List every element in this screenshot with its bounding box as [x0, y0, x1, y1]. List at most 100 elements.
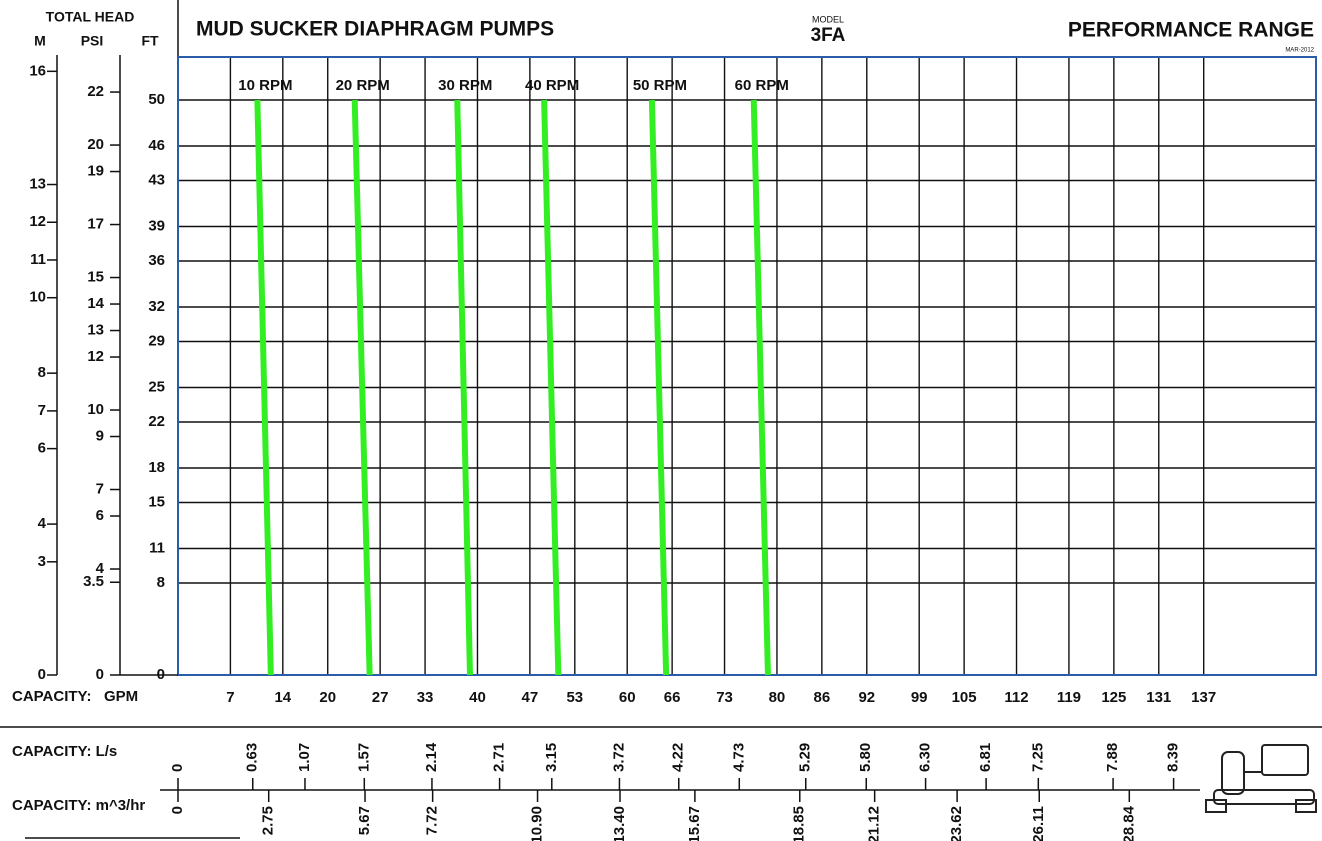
y-tick-label: 43 [148, 171, 165, 188]
y-tick-label: 17 [87, 216, 104, 233]
x-tick-label: 6.30 [917, 743, 934, 772]
x-tick-label: 5.80 [857, 743, 874, 772]
m3-axis-title: CAPACITY: m^3/hr [12, 797, 145, 814]
x-tick-label: 99 [911, 689, 928, 706]
x-tick-label: 7.72 [424, 806, 441, 835]
x-tick-label: 3.15 [543, 743, 560, 772]
x-tick-label: 14 [274, 689, 291, 706]
y-tick-label: 11 [30, 251, 46, 268]
y-tick-label: 6 [38, 440, 46, 457]
x-tick-label: 26.11 [1030, 806, 1047, 841]
x-tick-label: 5.67 [356, 806, 373, 835]
x-tick-label: 6.81 [977, 743, 994, 772]
y-tick-label: 22 [148, 413, 165, 430]
x-tick-label: 125 [1101, 689, 1126, 706]
y-tick-label: 0 [96, 666, 104, 683]
y-tick-label: 4 [96, 560, 105, 577]
y-tick-label: 9 [96, 427, 104, 444]
x-tick-label: 47 [522, 689, 539, 706]
x-tick-label: 33 [417, 689, 434, 706]
x-tick-label: 28.84 [1120, 805, 1137, 841]
x-tick-label: 80 [769, 689, 786, 706]
y-tick-label: 8 [38, 364, 46, 381]
x-tick-label: 2.71 [491, 743, 508, 772]
x-tick-label: 27 [372, 689, 389, 706]
x-tick-label: 1.57 [355, 743, 372, 772]
ft-axis-title: FT [141, 33, 159, 49]
x-tick-label: 137 [1191, 689, 1216, 706]
y-tick-label: 32 [148, 298, 165, 315]
y-tick-label: 12 [29, 213, 46, 230]
subtitle: PERFORMANCE RANGE [1068, 19, 1314, 42]
series-label: 20 RPM [336, 77, 390, 94]
y-tick-label: 6 [96, 507, 104, 524]
ls-axis-title: CAPACITY: L/s [12, 743, 117, 760]
series-label: 40 RPM [525, 77, 579, 94]
x-tick-label: 1.07 [296, 743, 313, 772]
x-tick-label: 10.90 [529, 806, 546, 841]
y-tick-label: 10 [87, 401, 104, 418]
y-tick-label: 15 [87, 269, 104, 286]
psi-axis-title: PSI [81, 33, 104, 49]
x-tick-label: 4.22 [670, 743, 687, 772]
x-tick-label: 119 [1057, 689, 1081, 706]
y-tick-label: 29 [148, 332, 165, 349]
x-tick-label: 7 [226, 689, 234, 706]
model: 3FA [811, 25, 846, 46]
y-tick-label: 39 [148, 217, 165, 234]
x-tick-label: 0 [169, 806, 186, 814]
pump-icon [1206, 745, 1316, 812]
y-tick-label: 16 [29, 62, 46, 79]
y-tick-label: 8 [157, 574, 165, 591]
y-tick-label: 14 [87, 295, 104, 312]
x-tick-label: 0.63 [244, 743, 261, 772]
date: MAR-2012 [1285, 48, 1314, 54]
x-tick-label: 73 [716, 689, 733, 706]
x-tick-label: 2.14 [423, 742, 440, 772]
y-tick-label: 0 [38, 666, 46, 683]
y-tick-label: 50 [148, 91, 165, 108]
y-tick-label: 18 [148, 459, 165, 476]
y-tick-label: 13 [29, 175, 46, 192]
x-tick-label: 66 [664, 689, 681, 706]
x-axis-title: CAPACITY: [12, 688, 91, 705]
y-tick-label: 20 [87, 136, 104, 153]
x-tick-label: 8.39 [1165, 743, 1182, 772]
x-tick-label: 3.72 [610, 743, 627, 772]
y-tick-label: 10 [29, 289, 46, 306]
y-tick-label: 4 [38, 515, 47, 532]
series-label: 50 RPM [633, 77, 687, 94]
y-tick-label: 13 [87, 321, 104, 338]
y-tick-label: 3 [38, 553, 46, 570]
series-label: 10 RPM [238, 77, 292, 94]
x-tick-label: 60 [619, 689, 636, 706]
y-tick-label: 19 [87, 163, 104, 180]
y-tick-label: 46 [148, 137, 165, 154]
series-label: 30 RPM [438, 77, 492, 94]
y-tick-label: 25 [148, 378, 165, 395]
y-tick-label: 12 [87, 348, 104, 365]
x-tick-label: 40 [469, 689, 486, 706]
y-tick-label: 7 [38, 402, 46, 419]
y-tick-label: 7 [96, 480, 104, 497]
y-tick-label: 15 [148, 493, 165, 510]
model-label: MODEL [812, 14, 844, 24]
x-axis-unit: GPM [104, 688, 138, 705]
series-label: 60 RPM [735, 77, 789, 94]
x-tick-label: 5.29 [797, 743, 814, 772]
x-tick-label: 92 [858, 689, 875, 706]
x-tick-label: 18.85 [791, 806, 808, 841]
x-tick-label: 21.12 [866, 806, 883, 841]
chart: MUD SUCKER DIAPHRAGM PUMPS MODEL 3FA PER… [0, 0, 1322, 841]
x-tick-label: 0 [169, 764, 186, 772]
x-tick-label: 53 [566, 689, 583, 706]
x-tick-label: 15.67 [686, 806, 703, 841]
x-tick-label: 86 [814, 689, 831, 706]
x-tick-label: 20 [319, 689, 336, 706]
x-tick-label: 7.88 [1104, 743, 1121, 772]
x-tick-label: 2.75 [260, 806, 277, 835]
chart-title: MUD SUCKER DIAPHRAGM PUMPS [196, 18, 554, 41]
y-tick-label: 11 [149, 539, 165, 556]
x-tick-label: 13.40 [611, 806, 628, 841]
x-tick-label: 23.62 [948, 806, 965, 841]
